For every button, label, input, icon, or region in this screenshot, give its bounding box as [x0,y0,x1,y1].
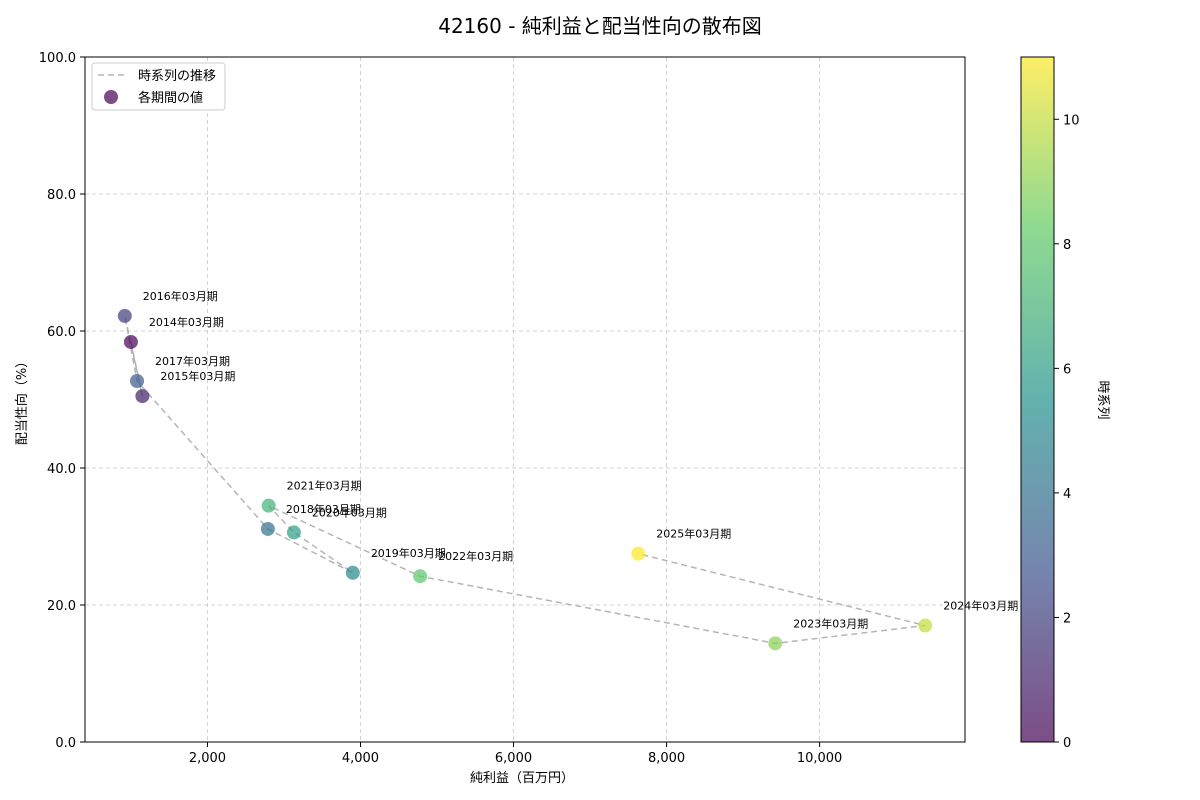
data-point [345,565,360,580]
data-point-labels: 2014年03月期 2015年03月期 2016年03月期 2017年03月期 2018… [143,289,1018,630]
colorbar-tick-label: 10 [1063,113,1080,128]
data-point [135,389,150,404]
legend: 時系列の推移 各期間の値 [91,62,226,111]
x-axis-ticks: 2,000 4,000 6,000 8,000 10,000 [189,742,843,766]
data-point-label: 2021年03月期 [287,479,362,493]
data-point [261,498,276,513]
data-point [117,308,132,323]
x-tick-label: 10,000 [797,751,843,766]
y-tick-label: 0.0 [55,736,76,751]
data-point-label: 2020年03月期 [312,505,387,519]
colorbar-tick-label: 8 [1063,238,1071,253]
data-point-label: 2014年03月期 [149,315,224,329]
data-point-label: 2017年03月期 [155,354,230,368]
colorbar-ticks: 0 2 4 6 8 10 [1054,113,1080,751]
time-series-line [124,315,926,645]
colorbar-gradient [1020,56,1055,743]
data-point [413,569,428,584]
y-tick-label: 60.0 [47,325,76,340]
legend-points-label: 各期間の値 [138,90,203,106]
legend-point-swatch [104,90,118,104]
colorbar-tick-label: 0 [1063,736,1071,751]
y-axis-ticks: 0.0 20.0 40.0 60.0 80.0 100.0 [39,51,85,751]
data-point-label: 2025年03月期 [656,527,731,541]
legend-box [91,62,226,111]
data-point [260,521,275,536]
data-point [631,546,646,561]
x-axis-label: 純利益（百万円） [470,771,574,786]
colorbar-tick-label: 2 [1063,611,1071,626]
colorbar: 0 2 4 6 8 10 時系列 [1020,56,1110,751]
legend-line-label: 時系列の推移 [138,69,216,84]
data-point [286,525,301,540]
data-points [117,308,933,651]
y-tick-label: 20.0 [47,599,76,614]
data-point [123,334,138,349]
data-point-label: 2018年03月期 [286,502,361,516]
data-point-label: 2022年03月期 [438,549,513,563]
x-tick-label: 8,000 [648,751,685,766]
y-tick-label: 80.0 [47,188,76,203]
x-tick-label: 6,000 [495,751,532,766]
data-point-label: 2015年03月期 [160,369,235,383]
grid-lines [85,56,965,743]
data-point [130,374,145,389]
colorbar-tick-label: 4 [1063,487,1071,502]
plot-frame [84,56,966,743]
time-series-polyline [124,315,926,645]
y-tick-label: 100.0 [39,51,76,66]
x-tick-label: 2,000 [189,751,226,766]
data-point-label: 2016年03月期 [143,289,218,303]
y-axis-label: 配当性向（%） [14,355,30,445]
data-point-label: 2024年03月期 [943,599,1018,613]
data-point [768,636,783,651]
colorbar-label: 時系列 [1095,380,1110,419]
chart-title: 42160 - 純利益と配当性向の散布図 [438,14,762,38]
y-tick-label: 40.0 [47,462,76,477]
data-point-label: 2023年03月期 [793,616,868,630]
x-tick-label: 4,000 [342,751,379,766]
data-point [918,618,933,633]
data-point-label: 2019年03月期 [371,546,446,560]
colorbar-tick-label: 6 [1063,362,1071,377]
